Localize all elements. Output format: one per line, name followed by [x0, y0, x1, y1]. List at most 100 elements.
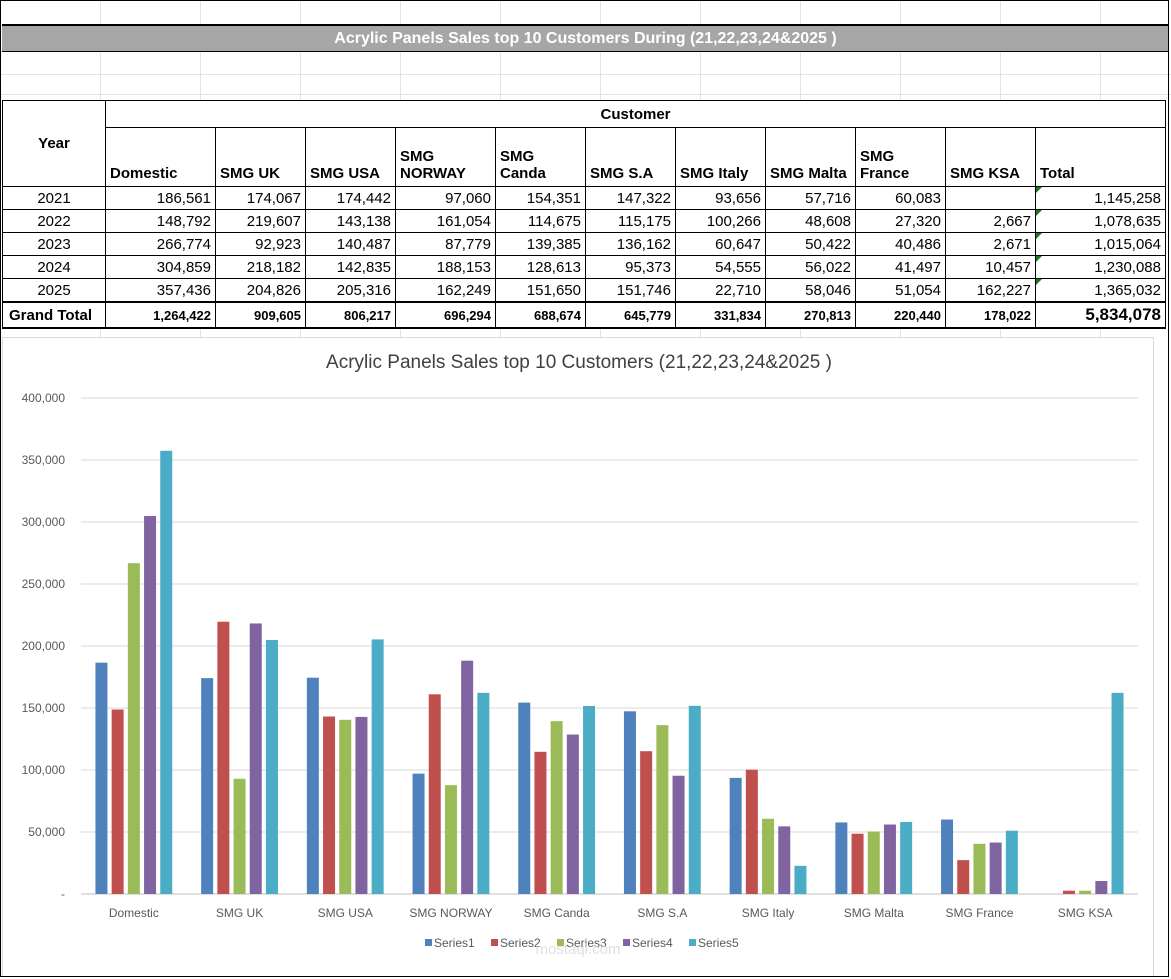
bar — [111, 709, 124, 894]
grand-total-cell[interactable]: 645,779 — [585, 301, 676, 329]
x-tick-label: SMG S.A — [637, 906, 687, 920]
value-cell[interactable]: 60,083 — [855, 186, 946, 210]
total-cell[interactable]: 1,365,032 — [1035, 278, 1166, 303]
bar — [201, 678, 214, 894]
bar — [883, 824, 896, 894]
bar — [1062, 890, 1075, 894]
bar-chart[interactable]: Acrylic Panels Sales top 10 Customers (2… — [2, 337, 1154, 977]
x-tick-label: SMG UK — [216, 906, 263, 920]
column-header[interactable]: SMG France — [855, 127, 946, 187]
bar — [900, 822, 913, 894]
value-cell[interactable]: 40,486 — [855, 232, 946, 256]
value-cell[interactable]: 218,182 — [215, 255, 306, 279]
value-cell[interactable]: 2,667 — [945, 209, 1036, 233]
grand-total-cell[interactable]: 1,264,422 — [105, 301, 216, 329]
value-cell[interactable]: 136,162 — [585, 232, 676, 256]
value-cell[interactable]: 174,442 — [305, 186, 396, 210]
value-cell[interactable]: 219,607 — [215, 209, 306, 233]
value-cell[interactable]: 154,351 — [495, 186, 586, 210]
legend-label: Series3 — [566, 936, 607, 950]
x-tick-label: SMG France — [945, 906, 1013, 920]
value-cell[interactable]: 142,835 — [305, 255, 396, 279]
value-cell[interactable]: 139,385 — [495, 232, 586, 256]
grand-total-cell[interactable]: 270,813 — [765, 301, 856, 329]
customer-header[interactable]: Customer — [105, 100, 1166, 128]
bar — [989, 842, 1002, 894]
x-tick-label: SMG Italy — [742, 906, 795, 920]
grand-total-cell[interactable]: 688,674 — [495, 301, 586, 329]
grand-total-cell[interactable]: 220,440 — [855, 301, 946, 329]
value-cell[interactable]: 41,497 — [855, 255, 946, 279]
bar — [1079, 890, 1092, 894]
year-cell[interactable]: 2023 — [2, 232, 106, 256]
bar — [95, 662, 108, 894]
value-cell[interactable]: 174,067 — [215, 186, 306, 210]
y-tick-label: - — [61, 887, 65, 901]
column-header[interactable]: Total — [1035, 127, 1166, 187]
value-cell[interactable]: 128,613 — [495, 255, 586, 279]
year-cell[interactable]: 2021 — [2, 186, 106, 210]
value-cell[interactable]: 266,774 — [105, 232, 216, 256]
value-cell[interactable]: 10,457 — [945, 255, 1036, 279]
total-cell[interactable]: 1,145,258 — [1035, 186, 1166, 210]
value-cell[interactable]: 151,746 — [585, 278, 676, 303]
column-header-line2: NORWAY — [400, 165, 466, 182]
value-cell[interactable]: 51,054 — [855, 278, 946, 303]
y-tick-label: 150,000 — [22, 701, 66, 715]
grand-total-cell[interactable]: 909,605 — [215, 301, 306, 329]
value-cell[interactable]: 188,153 — [395, 255, 496, 279]
value-cell[interactable]: 304,859 — [105, 255, 216, 279]
column-header[interactable]: SMG NORWAY — [395, 127, 496, 187]
legend-swatch — [425, 939, 432, 946]
y-tick-label: 350,000 — [22, 453, 66, 467]
value-cell[interactable]: 95,373 — [585, 255, 676, 279]
grand-total-cell[interactable]: 331,834 — [675, 301, 766, 329]
grand-total-cell[interactable]: 696,294 — [395, 301, 496, 329]
value-cell[interactable]: 56,022 — [765, 255, 856, 279]
column-header-line2: Domestic — [110, 165, 178, 182]
bar — [217, 621, 230, 894]
y-tick-label: 200,000 — [22, 639, 66, 653]
bar — [941, 819, 954, 894]
value-cell[interactable]: 148,792 — [105, 209, 216, 233]
column-header[interactable]: SMG USA — [305, 127, 396, 187]
bar — [973, 843, 986, 894]
value-cell[interactable]: 2,671 — [945, 232, 1036, 256]
value-cell[interactable]: 50,422 — [765, 232, 856, 256]
bar — [461, 660, 474, 894]
column-header-line2: France — [860, 165, 910, 182]
bar — [762, 818, 775, 894]
bar — [867, 831, 880, 894]
grand-total-sum[interactable]: 5,834,078 — [1035, 301, 1166, 329]
grand-total-cell[interactable]: 178,022 — [945, 301, 1036, 329]
value-cell[interactable]: 114,675 — [495, 209, 586, 233]
sheet-title[interactable]: Acrylic Panels Sales top 10 Customers Du… — [2, 24, 1169, 52]
value-cell[interactable]: 100,266 — [675, 209, 766, 233]
value-cell[interactable]: 162,249 — [395, 278, 496, 303]
bar — [583, 705, 596, 894]
bar — [688, 705, 701, 894]
bar — [640, 751, 653, 894]
bar — [957, 860, 970, 894]
value-cell[interactable]: 92,923 — [215, 232, 306, 256]
value-cell[interactable]: 87,779 — [395, 232, 496, 256]
value-cell[interactable]: 151,650 — [495, 278, 586, 303]
year-cell[interactable]: 2022 — [2, 209, 106, 233]
year-cell[interactable]: 2024 — [2, 255, 106, 279]
value-cell[interactable]: 186,561 — [105, 186, 216, 210]
bar — [355, 716, 368, 894]
bar — [835, 822, 848, 894]
grand-total-cell[interactable]: 806,217 — [305, 301, 396, 329]
bar — [412, 773, 425, 894]
total-cell[interactable]: 1,230,088 — [1035, 255, 1166, 279]
value-cell[interactable]: 162,227 — [945, 278, 1036, 303]
x-tick-label: Domestic — [109, 906, 159, 920]
bar — [160, 450, 173, 894]
column-header-line2: SMG KSA — [950, 165, 1021, 182]
column-header[interactable]: SMG S.A — [585, 127, 676, 187]
bar — [428, 694, 441, 894]
grand-total-label[interactable]: Grand Total — [2, 301, 106, 329]
bar — [1005, 830, 1018, 894]
column-header-line2: Total — [1040, 165, 1075, 182]
value-cell[interactable]: 140,487 — [305, 232, 396, 256]
